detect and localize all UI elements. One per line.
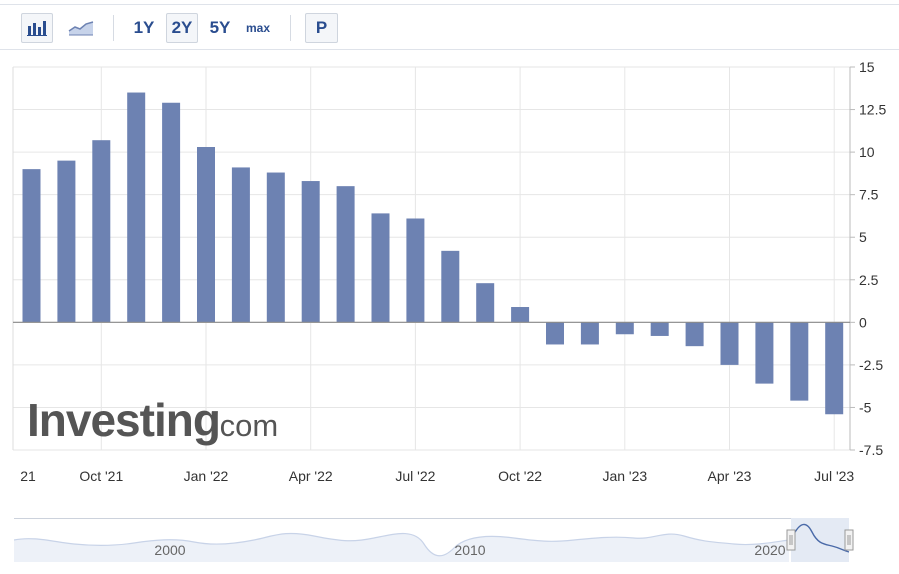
navigator-year-label: 2000: [154, 542, 185, 558]
area-chart-icon: [68, 21, 94, 36]
bar[interactable]: [336, 186, 355, 323]
bar[interactable]: [720, 322, 739, 365]
bar[interactable]: [650, 322, 669, 336]
watermark-brand: Investing: [27, 394, 220, 446]
y-tick-label: -7.5: [859, 442, 883, 458]
bar[interactable]: [57, 160, 76, 323]
bar[interactable]: [301, 181, 320, 323]
bar-chart-button[interactable]: [21, 13, 53, 43]
bar[interactable]: [441, 250, 460, 323]
y-tick-label: 5: [859, 229, 867, 245]
bar[interactable]: [580, 322, 599, 345]
bar[interactable]: [546, 322, 564, 345]
bar[interactable]: [162, 102, 181, 323]
y-tick-label: 0: [859, 314, 867, 330]
x-tick-label: Apr '23: [708, 468, 752, 484]
bar-chart-icon: [27, 21, 47, 36]
navigator-handle-right[interactable]: [844, 529, 854, 551]
y-tick-label: -2.5: [859, 357, 883, 373]
y-tick-label: 7.5: [859, 187, 879, 203]
bar[interactable]: [197, 147, 215, 323]
navigator-labels: 2000 2010 2020: [154, 542, 785, 558]
y-tick-label: 2.5: [859, 272, 879, 288]
range-2y-button[interactable]: 2Y: [166, 13, 198, 43]
bars-layer: [22, 92, 844, 415]
bar[interactable]: [825, 322, 844, 415]
range-1y-button[interactable]: 1Y: [133, 18, 155, 37]
y-tick-label: 10: [859, 144, 875, 160]
x-tick-label: Jan '23: [602, 468, 647, 484]
y-tick-label: 15: [859, 59, 875, 75]
bar[interactable]: [22, 169, 41, 323]
bar[interactable]: [615, 322, 634, 335]
bar[interactable]: [371, 213, 390, 323]
x-tick-label: Apr '22: [289, 468, 333, 484]
area-chart-button[interactable]: [63, 13, 99, 43]
y-tick-label: -5: [859, 399, 872, 415]
bar[interactable]: [685, 322, 704, 347]
bar[interactable]: [127, 92, 146, 323]
navigator-selection[interactable]: [791, 518, 849, 562]
bar[interactable]: [92, 140, 111, 323]
p-button[interactable]: P: [305, 13, 338, 43]
bar[interactable]: [231, 167, 250, 323]
bar[interactable]: [476, 283, 495, 323]
x-tick-label: Jul '23: [814, 468, 854, 484]
toolbar-divider-2: [290, 15, 291, 41]
watermark-suffix: .com: [211, 408, 278, 443]
navigator[interactable]: 2000 2010 2020: [14, 518, 856, 562]
range-5y-button[interactable]: 5Y: [209, 18, 231, 37]
y-tick-label: 12.5: [859, 102, 886, 118]
navigator-year-label: 2010: [454, 542, 485, 558]
range-max-button[interactable]: max: [245, 21, 271, 35]
x-tick-label: Jul '22: [395, 468, 435, 484]
navigator-year-label: 2020: [754, 542, 785, 558]
x-tick-label: Oct '22: [498, 468, 542, 484]
x-tick-label: 21: [20, 468, 36, 484]
bar[interactable]: [755, 322, 774, 384]
navigator-handle-left[interactable]: [786, 529, 796, 551]
x-tick-label: Oct '21: [79, 468, 123, 484]
bar[interactable]: [790, 322, 809, 401]
bar[interactable]: [266, 172, 285, 323]
bar[interactable]: [406, 218, 425, 323]
investing-watermark: Investing .com: [27, 394, 278, 446]
bar[interactable]: [511, 307, 530, 323]
chart-toolbar: 1Y 2Y 5Y max P: [0, 4, 899, 50]
axis-layer: 15 12.5 10 7.5 5 2.5 0 -2.5 -5 -7.5 21 Oct '21 Jan '…: [13, 59, 886, 484]
toolbar-divider: [113, 15, 114, 41]
x-tick-label: Jan '22: [184, 468, 229, 484]
